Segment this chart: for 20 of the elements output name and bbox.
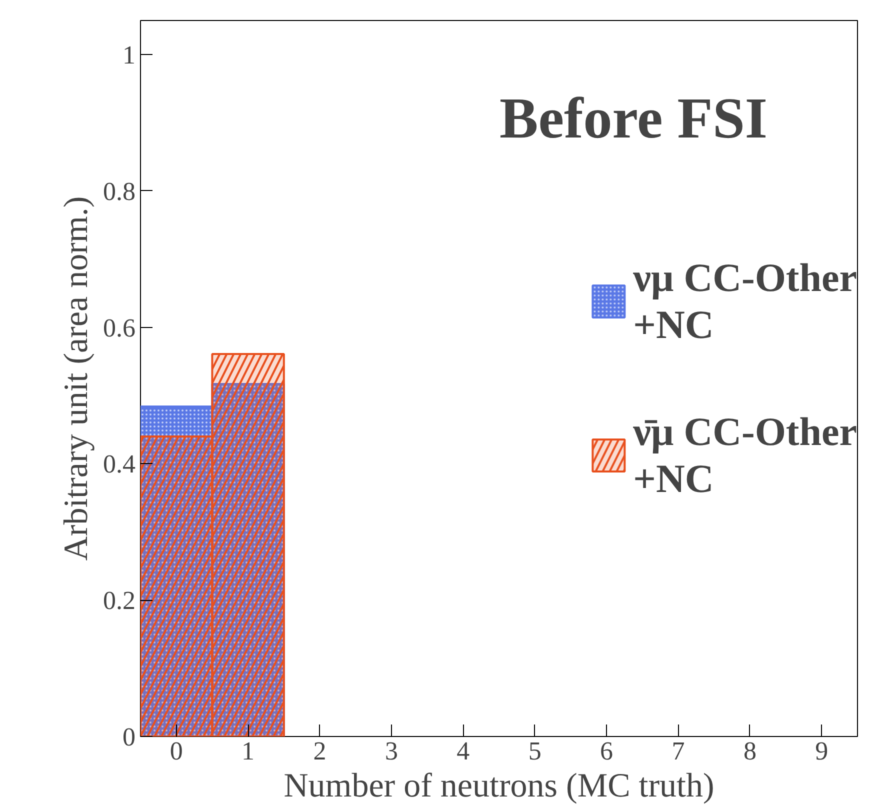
y-tick-label: 0.8 (103, 176, 136, 206)
x-tick-label: 9 (815, 736, 828, 766)
x-tick-label: 4 (456, 736, 470, 766)
legend-label: ν̄μ CC-Other +NC (633, 408, 857, 502)
x-tick-label: 7 (672, 736, 685, 766)
y-tick-label: 0.2 (103, 586, 136, 616)
x-tick-label: 5 (528, 736, 542, 766)
y-axis-title: Arbitrary unit (area norm.) (58, 196, 95, 561)
x-tick-label: 8 (743, 736, 756, 766)
x-tick-label: 1 (242, 736, 255, 766)
x-axis-title: Number of neutrons (MC truth) (284, 768, 714, 804)
y-tick-label: 0.4 (103, 450, 136, 479)
x-tick-label: 6 (600, 736, 614, 766)
y-tick-label: 0.6 (103, 313, 136, 342)
y-tick-label: 1 (122, 40, 136, 70)
text: Before FSI (500, 86, 768, 150)
x-tick-label: 2 (313, 736, 326, 766)
legend-label: νμ CC-Other +NC (633, 254, 857, 348)
x-tick-label: 0 (170, 736, 183, 766)
x-tick-label: 3 (384, 736, 398, 766)
